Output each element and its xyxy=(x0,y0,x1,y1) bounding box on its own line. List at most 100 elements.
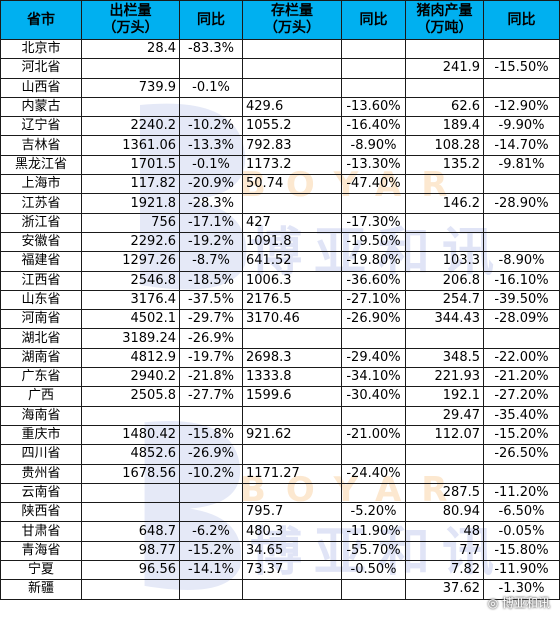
cell-pork-yoy: -8.90% xyxy=(483,251,560,272)
cell-inventory-yoy xyxy=(341,193,406,214)
cell-slaughter: 2505.8 xyxy=(81,386,180,407)
table-row: 福建省 1297.26 -8.7% 641.52 -19.80% 103.3 -8.90% xyxy=(0,251,560,272)
cell-inventory-yoy: -8.90% xyxy=(341,135,406,156)
cell-pork-yoy: -1.30% xyxy=(483,579,560,600)
table-row: 陕西省 795.7 -5.20% 80.94 -6.50% xyxy=(0,502,560,523)
cell-inventory: 34.65 xyxy=(242,540,342,562)
cell-inventory-yoy: -19.80% xyxy=(341,251,406,272)
cell-slaughter-yoy: -15.8% xyxy=(179,424,243,446)
cell-inventory-yoy: -34.10% xyxy=(341,367,406,388)
cell-inventory-yoy xyxy=(341,328,406,349)
cell-pork-yoy: -11.90% xyxy=(483,560,560,581)
cell-inventory-yoy: -36.60% xyxy=(341,270,406,291)
cell-slaughter: 2940.2 xyxy=(81,367,180,388)
cell-province: 安徽省 xyxy=(0,231,82,253)
cell-slaughter-yoy: -27.7% xyxy=(179,386,243,407)
cell-province: 山东省 xyxy=(0,289,82,311)
cell-province: 重庆市 xyxy=(0,424,82,446)
table-row: 北京市 28.4 -83.3% xyxy=(0,38,560,60)
cell-inventory: 1171.27 xyxy=(242,463,342,484)
cell-inventory: 921.62 xyxy=(242,424,342,446)
cell-province: 内蒙古 xyxy=(0,96,82,118)
table-row: 山东省 3176.4 -37.5% 2176.5 -27.10% 254.7 -39.50% xyxy=(0,289,560,311)
table-row: 宁夏 96.56 -14.1% 73.37 -0.50% 7.82 -11.90% xyxy=(0,560,560,581)
cell-slaughter-yoy xyxy=(179,579,243,600)
cell-province: 四川省 xyxy=(0,444,82,465)
cell-inventory: 1599.6 xyxy=(242,386,342,407)
cell-pork-output: 146.2 xyxy=(405,193,484,214)
cell-slaughter-yoy: -26.9% xyxy=(179,444,243,465)
cell-inventory-yoy xyxy=(341,482,406,504)
cell-pork-yoy: -35.40% xyxy=(483,405,560,426)
cell-province: 广东省 xyxy=(0,367,82,388)
cell-slaughter: 756 xyxy=(81,212,180,233)
cell-pork-output xyxy=(405,174,484,195)
cell-slaughter: 4852.6 xyxy=(81,444,180,465)
cell-inventory: 1333.8 xyxy=(242,367,342,388)
cell-slaughter-yoy: -18.5% xyxy=(179,270,243,291)
pig-statistics-table: 省市 出栏量 （万头） 同比 存栏量 （万头） 同比 猪肉产量 （万吨） 同比 北京市… xyxy=(0,0,560,600)
cell-inventory: 73.37 xyxy=(242,560,342,581)
table-row: 云南省 287.5 -11.20% xyxy=(0,482,560,504)
cell-inventory-yoy: -47.40% xyxy=(341,174,406,195)
cell-province: 云南省 xyxy=(0,482,82,504)
table-row: 浙江省 756 -17.1% 427 -17.30% xyxy=(0,212,560,233)
cell-slaughter-yoy: -0.1% xyxy=(179,154,243,176)
cell-slaughter-yoy: -14.1% xyxy=(179,560,243,581)
cell-slaughter-yoy: -15.2% xyxy=(179,540,243,562)
cell-inventory xyxy=(242,193,342,214)
cell-pork-output xyxy=(405,231,484,253)
table-row: 广西 2505.8 -27.7% 1599.6 -30.40% 192.1 -27.20% xyxy=(0,386,560,407)
cell-slaughter: 1678.56 xyxy=(81,463,180,484)
cell-pork-output: 221.93 xyxy=(405,367,484,388)
cell-inventory-yoy: -29.40% xyxy=(341,347,406,369)
cell-slaughter: 96.56 xyxy=(81,560,180,581)
cell-inventory: 2176.5 xyxy=(242,289,342,311)
cell-inventory-yoy: -13.60% xyxy=(341,96,406,118)
cell-slaughter-yoy: -28.3% xyxy=(179,193,243,214)
cell-pork-output xyxy=(405,38,484,60)
cell-pork-output xyxy=(405,328,484,349)
cell-slaughter xyxy=(81,579,180,600)
cell-slaughter-yoy: -8.7% xyxy=(179,251,243,272)
table-row: 青海省 98.77 -15.2% 34.65 -55.70% 7.7 -15.80% xyxy=(0,540,560,562)
table-row: 内蒙古 429.6 -13.60% 62.6 -12.90% xyxy=(0,96,560,118)
cell-province: 吉林省 xyxy=(0,135,82,156)
cell-inventory-yoy xyxy=(341,58,406,79)
cell-inventory: 427 xyxy=(242,212,342,233)
cell-pork-output: 206.8 xyxy=(405,270,484,291)
table-row: 河北省 241.9 -15.50% xyxy=(0,58,560,79)
cell-inventory xyxy=(242,579,342,600)
cell-province: 青海省 xyxy=(0,540,82,562)
cell-province: 山西省 xyxy=(0,77,82,98)
cell-slaughter-yoy: -0.1% xyxy=(179,77,243,98)
cell-pork-output: 112.07 xyxy=(405,424,484,446)
cell-province: 北京市 xyxy=(0,38,82,60)
cell-slaughter: 1297.26 xyxy=(81,251,180,272)
cell-slaughter xyxy=(81,482,180,504)
table-row: 湖南省 4812.9 -19.7% 2698.3 -29.40% 348.5 -22.00% xyxy=(0,347,560,369)
cell-pork-yoy: -22.00% xyxy=(483,347,560,369)
cell-inventory xyxy=(242,77,342,98)
cell-province: 海南省 xyxy=(0,405,82,426)
cell-slaughter: 2240.2 xyxy=(81,116,180,137)
header-pork-output: 猪肉产量 （万吨） xyxy=(405,0,484,40)
cell-inventory: 480.3 xyxy=(242,521,342,542)
cell-inventory-yoy: -21.00% xyxy=(341,424,406,446)
cell-province: 辽宁省 xyxy=(0,116,82,137)
cell-pork-output: 348.5 xyxy=(405,347,484,369)
cell-slaughter-yoy: -37.5% xyxy=(179,289,243,311)
cell-inventory-yoy: -24.40% xyxy=(341,463,406,484)
cell-province: 陕西省 xyxy=(0,502,82,523)
cell-pork-yoy xyxy=(483,328,560,349)
cell-inventory-yoy: -30.40% xyxy=(341,386,406,407)
cell-slaughter xyxy=(81,502,180,523)
cell-inventory-yoy: -11.90% xyxy=(341,521,406,542)
cell-province: 江苏省 xyxy=(0,193,82,214)
table-row: 广东省 2940.2 -21.8% 1333.8 -34.10% 221.93 -21.20… xyxy=(0,367,560,388)
cell-slaughter-yoy: -10.2% xyxy=(179,116,243,137)
cell-pork-yoy: -26.50% xyxy=(483,444,560,465)
cell-province: 福建省 xyxy=(0,251,82,272)
cell-inventory: 792.83 xyxy=(242,135,342,156)
table-row: 江苏省 1921.8 -28.3% 146.2 -28.90% xyxy=(0,193,560,214)
